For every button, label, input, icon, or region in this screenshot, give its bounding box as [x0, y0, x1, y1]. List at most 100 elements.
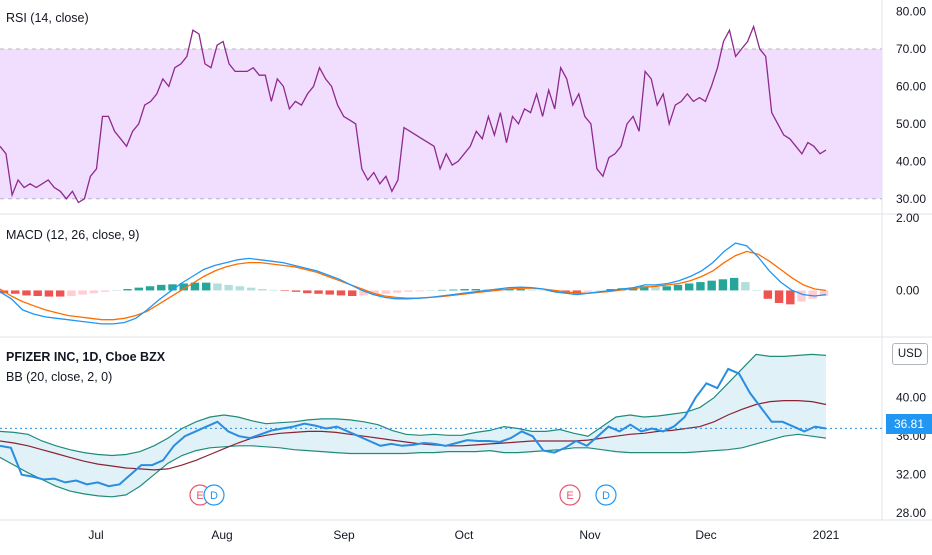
macd-histogram-bar: [359, 290, 368, 296]
macd-histogram-bar: [583, 290, 593, 292]
macd-histogram-bar: [729, 277, 739, 291]
price-line: [0, 367, 827, 488]
time-axis-label: Dec: [695, 528, 716, 542]
price-tick-label: 40.00: [896, 391, 926, 405]
macd-histogram-bar: [336, 290, 346, 296]
macd-histogram-bar: [22, 290, 31, 296]
last-price-label: 36.81: [886, 414, 932, 434]
rsi-tick-label: 40.00: [896, 154, 926, 168]
macd-histogram-bar: [538, 290, 548, 291]
price-tick-label: 28.00: [896, 506, 926, 520]
macd-histogram-bar: [505, 289, 514, 291]
macd-histogram-bar: [112, 290, 121, 291]
bb-legend[interactable]: BB (20, close, 2, 0): [6, 370, 113, 384]
rsi-tick-label: 70.00: [896, 42, 926, 56]
macd-histogram-bar: [325, 290, 334, 295]
macd-histogram-bar: [134, 287, 144, 291]
time-axis-label: 2021: [813, 528, 840, 542]
macd-histogram-bar: [516, 289, 525, 291]
macd-histogram-bar: [673, 284, 683, 291]
macd-histogram-bar: [145, 286, 155, 291]
dividend-marker: D: [595, 484, 617, 506]
macd-histogram-bar: [89, 290, 99, 294]
earnings-marker-circle: [559, 484, 581, 506]
dividend-marker-circle: [203, 484, 225, 506]
macd-histogram-bar: [258, 289, 267, 291]
macd-histogram-bar: [786, 290, 795, 305]
time-axis-label: Sep: [333, 528, 355, 542]
macd-histogram-bar: [437, 289, 447, 291]
macd-histogram-bar: [123, 289, 132, 291]
bb-lower-line: [0, 433, 827, 498]
rsi-tick-label: 30.00: [896, 192, 926, 206]
time-axis-label: Oct: [455, 528, 474, 542]
macd-histogram-bar: [246, 287, 256, 291]
macd-histogram-bar: [696, 282, 705, 291]
macd-histogram-bar: [44, 290, 54, 297]
time-axis-label: Aug: [211, 528, 232, 542]
macd-histogram-bar: [314, 290, 323, 294]
macd-histogram-bar: [235, 286, 245, 291]
symbol-title: PFIZER INC, 1D, Cboe BZX: [6, 350, 166, 364]
macd-histogram-bar: [381, 290, 391, 294]
macd-histogram-bar: [550, 290, 559, 292]
macd-histogram-bar: [415, 290, 424, 292]
macd-histogram-bar: [471, 289, 480, 291]
macd-histogram-bar: [718, 279, 728, 291]
rsi-tick-label: 60.00: [896, 79, 926, 93]
macd-histogram-bar: [741, 282, 750, 291]
macd-histogram-bar: [11, 290, 20, 294]
macd-histogram-bar: [752, 290, 761, 291]
macd-tick-label: 0.00: [896, 283, 920, 297]
macd-histogram-bar: [527, 289, 537, 291]
dividend-marker-label: D: [210, 490, 218, 502]
rsi-tick-label: 80.00: [896, 4, 926, 18]
macd-top-tick-label: 2.00: [896, 211, 920, 225]
earnings-marker-label: E: [566, 490, 573, 502]
macd-histogram-bar: [572, 290, 582, 294]
macd-histogram-bar: [449, 289, 458, 291]
dividend-marker-circle: [595, 484, 617, 506]
macd-histogram-bar: [303, 290, 312, 294]
macd-histogram-bar: [797, 290, 806, 302]
macd-histogram-bar: [269, 289, 278, 291]
macd-histogram-bar: [684, 283, 694, 291]
time-axis-label: Jul: [88, 528, 103, 542]
macd-histogram-bar: [606, 289, 615, 291]
macd-histogram-bar: [774, 290, 784, 303]
macd-histogram-bar: [662, 286, 671, 291]
macd-histogram-bar: [100, 290, 110, 292]
macd-line: [0, 242, 827, 325]
macd-histogram-bar: [707, 280, 716, 291]
macd-histogram-bar: [213, 283, 222, 291]
macd-histogram-bar: [348, 290, 357, 296]
macd-histogram-bar: [640, 286, 649, 291]
currency-button[interactable]: USD: [892, 343, 928, 365]
macd-histogram-bar: [67, 290, 76, 296]
macd-histogram-bar: [404, 290, 413, 292]
macd-histogram-bar: [595, 290, 604, 291]
macd-histogram-bar: [808, 290, 817, 299]
macd-histogram-bar: [651, 287, 660, 291]
dividend-marker-label: D: [602, 490, 610, 502]
dividend-marker: D: [203, 484, 225, 506]
rsi-line: [0, 24, 827, 204]
macd-histogram-bar: [370, 290, 379, 295]
macd-histogram-bar: [819, 290, 829, 296]
macd-histogram-bar: [291, 290, 301, 292]
macd-histogram-bar: [392, 290, 402, 293]
macd-histogram-bar: [201, 282, 211, 291]
macd-histogram-bar: [190, 282, 200, 291]
rsi-legend[interactable]: RSI (14, close): [6, 11, 89, 25]
macd-histogram-bar: [179, 283, 188, 291]
macd-histogram-bar: [426, 290, 436, 291]
macd-histogram-bar: [763, 290, 773, 299]
macd-histogram-bar: [33, 290, 42, 296]
macd-histogram-bar: [224, 284, 233, 291]
rsi-tick-label: 50.00: [896, 117, 926, 131]
rsi-band: [0, 48, 882, 199]
time-axis-label: Nov: [579, 528, 600, 542]
macd-legend[interactable]: MACD (12, 26, close, 9): [6, 228, 140, 242]
